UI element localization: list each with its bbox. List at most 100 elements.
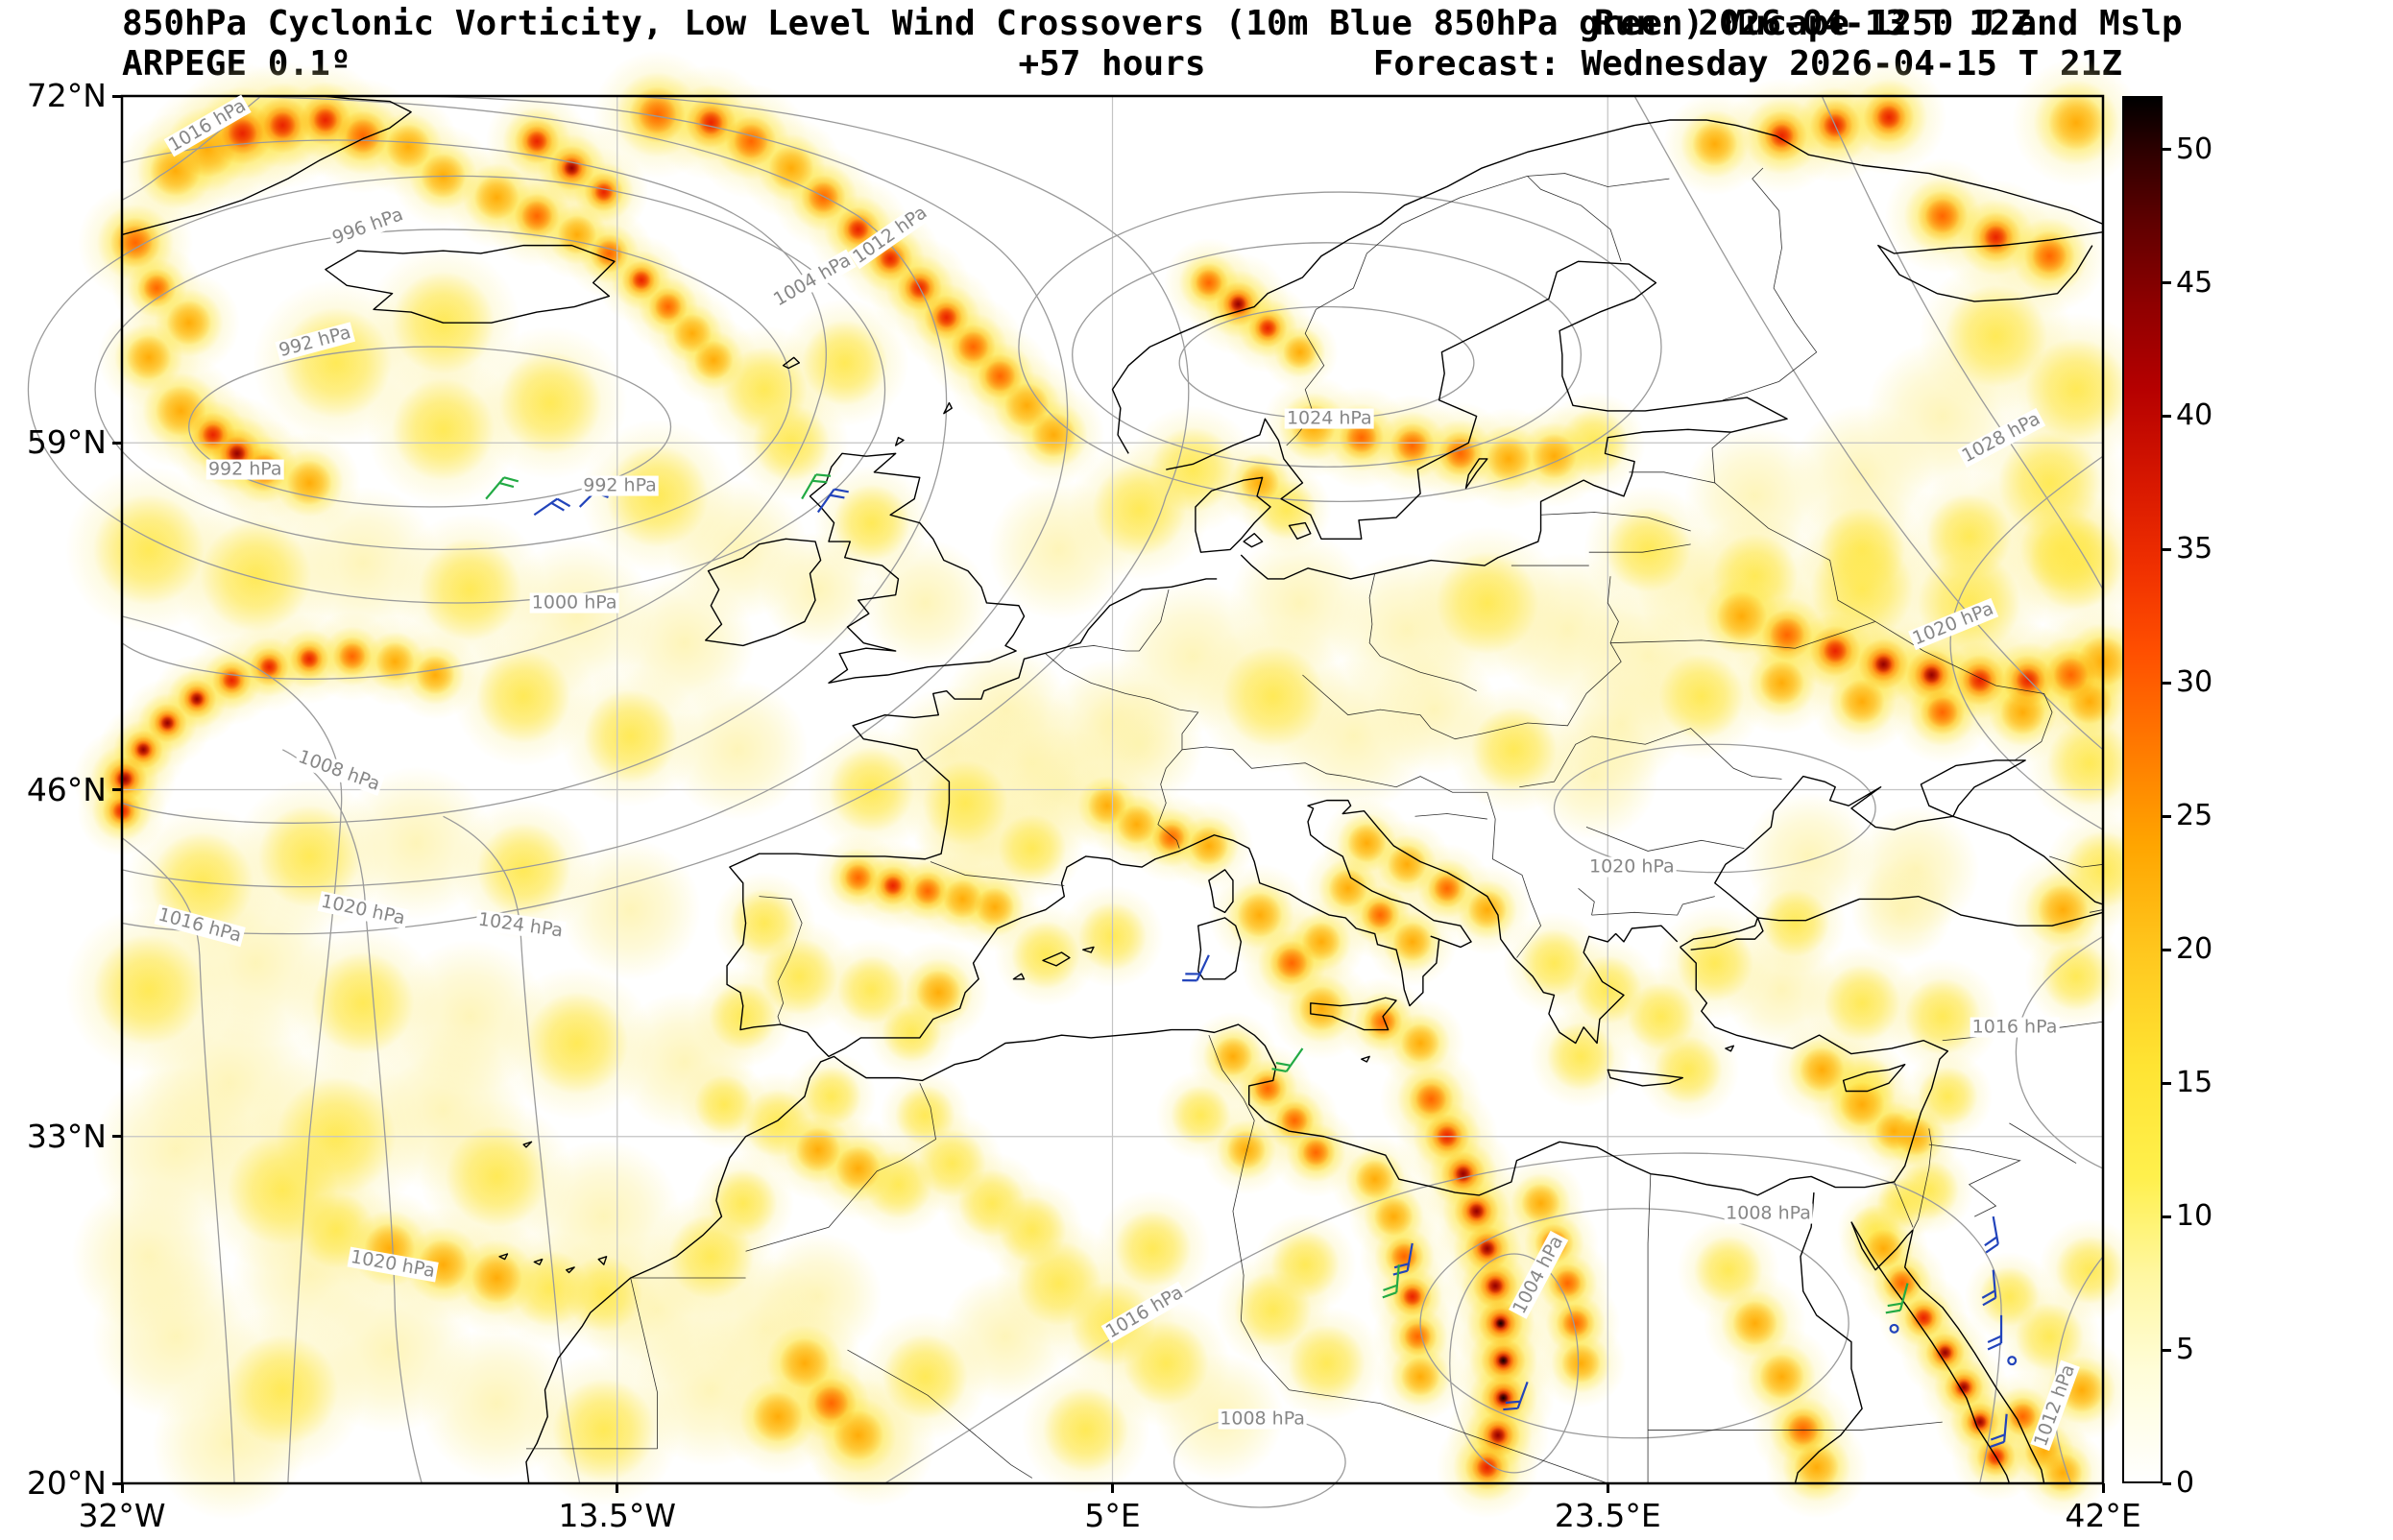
vorticity-blob [654, 293, 682, 321]
vorticity-blob [1434, 875, 1461, 902]
vorticity-blob [813, 1385, 849, 1421]
vorticity-blob [808, 181, 839, 213]
vorticity-blob [166, 300, 212, 346]
vorticity-blob [1366, 902, 1394, 928]
vorticity-blob [1087, 785, 1127, 826]
vorticity-blob [392, 378, 496, 481]
vorticity-blob [375, 641, 415, 682]
vorticity-blob [833, 1409, 884, 1461]
vorticity-blob [1400, 1023, 1440, 1063]
vorticity-blob [2047, 94, 2105, 151]
vorticity-blob [116, 771, 133, 787]
vorticity-blob [721, 347, 808, 433]
vorticity-blob [1355, 1159, 1395, 1199]
vorticity-blob [1302, 1139, 1330, 1167]
colorbar-tick [2163, 1215, 2171, 1218]
vorticity-blob [1654, 1035, 1723, 1104]
colorbar-tick [2163, 148, 2171, 152]
wind-barb-10m [1991, 1413, 2007, 1449]
wind-barb-850hpa [802, 469, 831, 506]
wind-barb-10m [1980, 1216, 1999, 1252]
map-plot-area [122, 50, 2162, 1483]
vorticity-blob [228, 118, 257, 149]
vorticity-blob [935, 306, 957, 328]
vorticity-blob [143, 275, 171, 301]
vorticity-blob [1876, 105, 1901, 130]
vorticity-blob [761, 938, 838, 1016]
isobar-label: 1008 hPa [1218, 1408, 1307, 1430]
vorticity-blob [160, 716, 175, 730]
vorticity-blob [2037, 884, 2089, 935]
vorticity-blob [1888, 1269, 1916, 1297]
vorticity-blob [1328, 869, 1368, 908]
vorticity-blob [709, 982, 778, 1051]
vorticity-blob [914, 878, 942, 904]
vorticity-blob [1043, 1386, 1129, 1473]
vorticity-blob [1254, 1074, 1282, 1102]
colorbar-tick [2163, 948, 2171, 951]
run-label: Run: 2026-04-13 T 12Z [1594, 4, 2032, 43]
vorticity-blob [1760, 888, 1830, 958]
vorticity-blob [1288, 1324, 1366, 1402]
vorticity-blob [895, 1085, 955, 1145]
vorticity-blob [1011, 921, 1080, 990]
x-axis-tick [2101, 1483, 2105, 1493]
vorticity-blob [1117, 805, 1156, 844]
colorbar [2122, 96, 2163, 1483]
graticule-grid [122, 96, 2103, 1483]
vorticity-blob [1823, 964, 1901, 1042]
vorticity-blob [1944, 284, 2048, 388]
vorticity-blob [1769, 617, 1805, 653]
vorticity-blob [385, 124, 431, 170]
vorticity-blob [150, 145, 202, 197]
vorticity-blob [1270, 1230, 1340, 1299]
vorticity-blob [1123, 1320, 1209, 1407]
vorticity-blob [445, 1125, 548, 1228]
vorticity-blob [833, 484, 910, 562]
colorbar-tick [2163, 1348, 2171, 1352]
vorticity-blob [863, 1150, 933, 1219]
vorticity-blob [1903, 977, 1981, 1055]
vorticity-blob [1276, 948, 1308, 979]
vorticity-blob [1444, 438, 1477, 469]
vorticity-blob [1918, 1066, 1978, 1127]
vorticity-blob [1404, 1323, 1432, 1351]
vorticity-blob [1301, 922, 1342, 962]
isobar-label: 1016 hPa [1970, 1016, 2060, 1038]
y-axis-tick-label: 59°N [26, 423, 107, 462]
y-axis-tick [112, 1481, 122, 1485]
vorticity-blob [1396, 429, 1428, 462]
vorticity-blob [606, 445, 710, 548]
vorticity-blob [882, 1334, 968, 1420]
wind-barb-10m [2008, 1357, 2016, 1364]
vorticity-blob [311, 951, 415, 1055]
coastlines-layer [122, 96, 2103, 1483]
vorticity-blob [1521, 1183, 1560, 1223]
colorbar-tick-label: 15 [2176, 1066, 2213, 1100]
y-axis-tick [112, 1135, 122, 1139]
vorticity-blob [1605, 506, 1691, 592]
vorticity-blob [698, 110, 723, 135]
vorticity-blob [300, 649, 319, 669]
vorticity-blob [779, 1337, 831, 1389]
wind-barb-850hpa [1886, 1280, 1908, 1316]
vorticity-blob [1519, 928, 1589, 998]
vorticity-blob [473, 175, 520, 220]
vorticity-blob [879, 248, 902, 270]
vorticity-blob [1561, 1343, 1601, 1384]
vorticity-blob [418, 538, 521, 641]
vorticity-blob [1744, 792, 1873, 921]
wind-barb-10m [818, 484, 849, 519]
vorticity-blob [1968, 668, 1993, 693]
vorticity-blob [1373, 1196, 1414, 1237]
vorticity-blob [1876, 1177, 1928, 1229]
vorticity-blob [883, 876, 903, 896]
vorticity-blob [1850, 806, 1980, 934]
vorticity-blob [525, 992, 629, 1095]
lead-time-label: +57 hours [1018, 44, 1206, 84]
vorticity-blob [2016, 668, 2041, 693]
colorbar-tick [2163, 1081, 2171, 1085]
vorticity-blob [1627, 982, 1696, 1051]
vorticity-blob [2053, 657, 2089, 693]
vorticity-blob [734, 124, 769, 159]
